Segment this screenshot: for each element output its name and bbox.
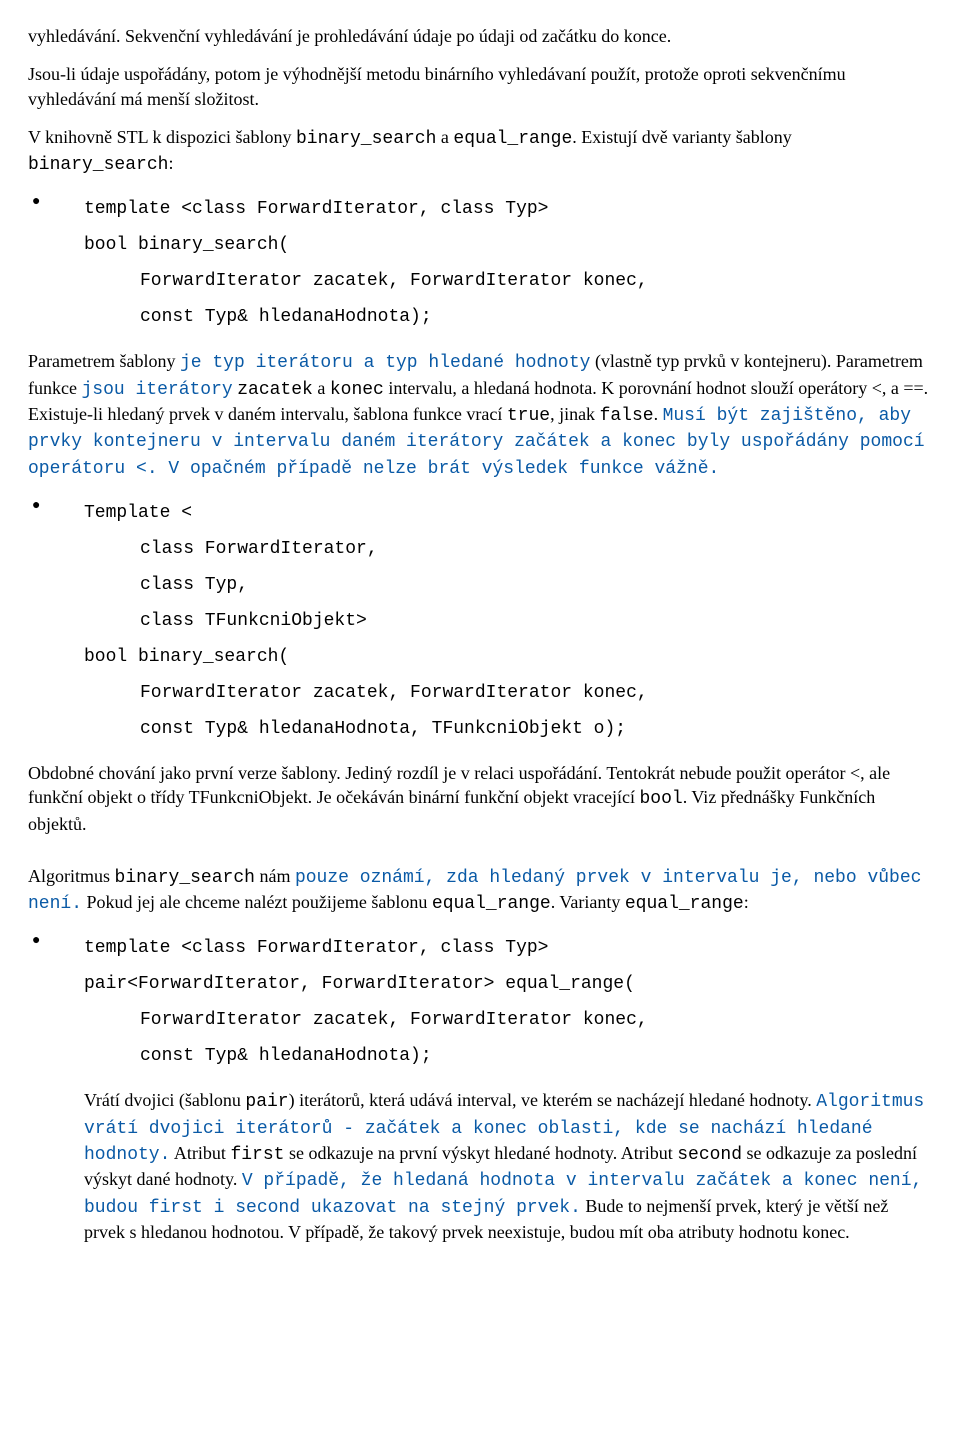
code-inline: binary_search xyxy=(115,868,255,888)
text: : xyxy=(168,153,173,173)
text: , jinak xyxy=(550,404,600,424)
text: Pokud jej ale chceme nalézt použijeme ša… xyxy=(82,892,432,912)
code-inline: equal_range xyxy=(432,894,551,914)
text: a xyxy=(436,127,453,147)
code-line: class Typ, xyxy=(84,567,932,603)
code-line: ForwardIterator zacatek, ForwardIterator… xyxy=(84,1002,932,1038)
text: ) iterátorů, která udává interval, ve kt… xyxy=(289,1090,817,1110)
text: a xyxy=(313,378,330,398)
text: . Varianty xyxy=(551,892,625,912)
bullet-item: Template < class ForwardIterator,class T… xyxy=(56,495,932,747)
code-block-3: template <class ForwardIterator, class T… xyxy=(84,930,932,1074)
code-inline: equal_range xyxy=(453,129,572,149)
code-inline: zacatek xyxy=(237,380,313,400)
code-line: ForwardIterator zacatek, ForwardIterator… xyxy=(84,263,932,299)
para-6: Algoritmus binary_search nám pouze oznám… xyxy=(28,864,932,917)
code-line: const Typ& hledanaHodnota); xyxy=(84,299,932,335)
code-inline: true xyxy=(507,406,550,426)
para-3: V knihovně STL k dispozici šablony binar… xyxy=(28,125,932,178)
para-1: vyhledávání. Sekvenční vyhledávání je pr… xyxy=(28,24,932,48)
bullet-item: template <class ForwardIterator, class T… xyxy=(56,191,932,335)
code-inline: false xyxy=(600,406,654,426)
text: Vrátí dvojici (šablonu xyxy=(84,1090,245,1110)
bullet-list-2: Template < class ForwardIterator,class T… xyxy=(28,495,932,747)
bullet-item: template <class ForwardIterator, class T… xyxy=(56,930,932,1074)
code-line: bool binary_search( xyxy=(84,647,289,667)
text: Jsou-li údaje uspořádány, potom je výhod… xyxy=(28,64,846,108)
para-2: Jsou-li údaje uspořádány, potom je výhod… xyxy=(28,62,932,111)
code-inline-blue: je typ iterátoru a typ hledané hodnoty xyxy=(180,353,590,373)
code-inline: binary_search xyxy=(296,129,436,149)
text: . xyxy=(654,404,663,424)
code-inline-blue: jsou iterátory xyxy=(81,380,232,400)
para-5: Obdobné chování jako první verze šablony… xyxy=(28,761,932,836)
code-inline: bool xyxy=(640,789,683,809)
text: : xyxy=(744,892,749,912)
bullet-list-3: template <class ForwardIterator, class T… xyxy=(28,930,932,1074)
code-inline: konec xyxy=(330,380,384,400)
code-line: template <class ForwardIterator, class T… xyxy=(84,199,548,219)
code-line: class TFunkcniObjekt> xyxy=(84,603,932,639)
code-line: pair<ForwardIterator, ForwardIterator> e… xyxy=(84,974,635,994)
bullet-list-1: template <class ForwardIterator, class T… xyxy=(28,191,932,335)
code-inline: equal_range xyxy=(625,894,744,914)
text: se odkazuje na první výskyt hledané hodn… xyxy=(284,1143,677,1163)
para-4: Parametrem šablony je typ iterátoru a ty… xyxy=(28,349,932,480)
text: Parametrem šablony xyxy=(28,351,180,371)
para-7: Vrátí dvojici (šablonu pair) iterátorů, … xyxy=(84,1088,932,1244)
text: nám xyxy=(255,866,295,886)
text: vyhledávání. Sekvenční vyhledávání je pr… xyxy=(28,26,671,46)
code-inline: second xyxy=(677,1145,742,1165)
code-line: template <class ForwardIterator, class T… xyxy=(84,938,548,958)
code-inline: binary_search xyxy=(28,155,168,175)
text: . Existují dvě varianty šablony xyxy=(572,127,791,147)
code-line: Template < xyxy=(84,503,192,523)
code-line: class ForwardIterator, xyxy=(84,531,932,567)
code-inline: first xyxy=(230,1145,284,1165)
code-block-2: Template < class ForwardIterator,class T… xyxy=(84,495,932,747)
text: Atribut xyxy=(170,1143,230,1163)
text: V knihovně STL k dispozici šablony xyxy=(28,127,296,147)
code-line: bool binary_search( xyxy=(84,235,289,255)
code-line: const Typ& hledanaHodnota); xyxy=(84,1038,932,1074)
text: Algoritmus xyxy=(28,866,115,886)
code-inline: pair xyxy=(245,1092,288,1112)
code-line: ForwardIterator zacatek, ForwardIterator… xyxy=(84,675,932,711)
code-line: const Typ& hledanaHodnota, TFunkcniObjek… xyxy=(84,711,932,747)
code-block-1: template <class ForwardIterator, class T… xyxy=(84,191,932,335)
